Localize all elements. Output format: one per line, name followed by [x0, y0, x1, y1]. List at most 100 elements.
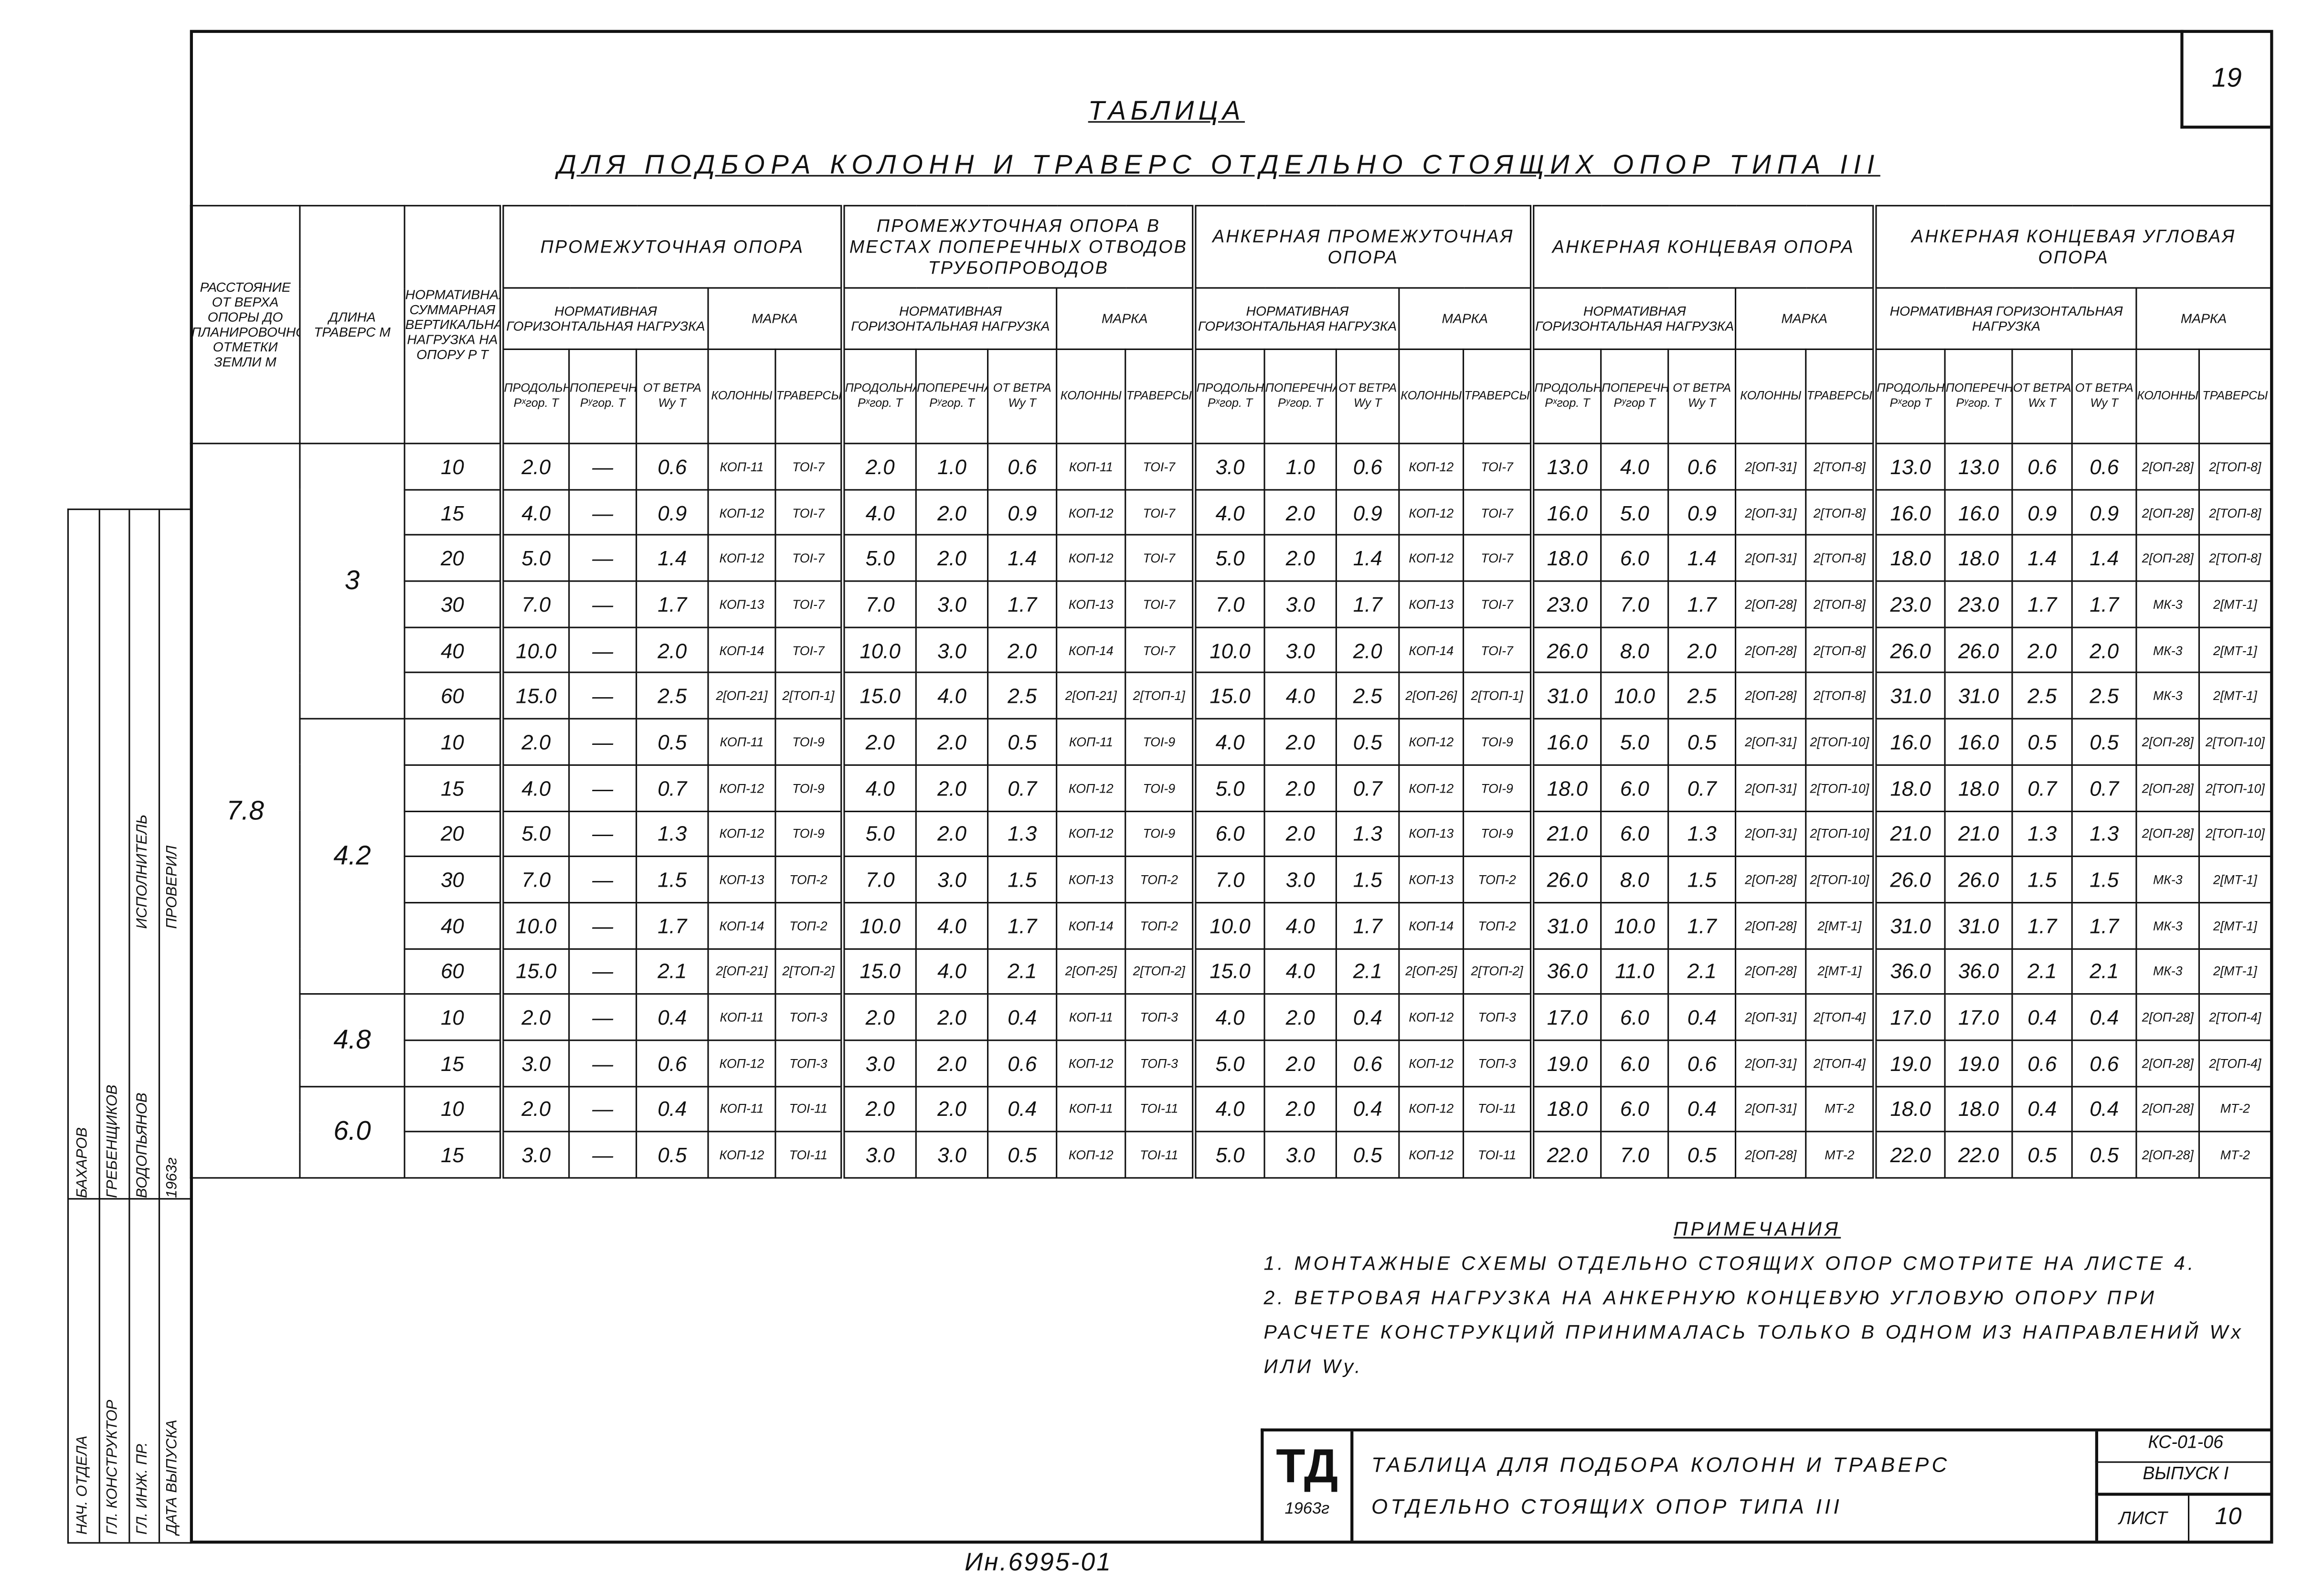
column-title: ОТ ВЕТРА Wy Т — [987, 348, 1058, 445]
cell: 6.0 — [1600, 810, 1669, 858]
cell: 16.0 — [1872, 488, 1946, 536]
cell: 31.0 — [1872, 901, 1946, 949]
stamp-role: ГЛ. ИНЖ. ПР. — [134, 1442, 151, 1535]
cell: 0.9 — [2011, 488, 2073, 536]
cell: ТОI-9 — [1125, 810, 1195, 858]
cell: 5.0 — [840, 810, 917, 858]
cell: ТОI-7 — [1125, 580, 1195, 628]
subtitle: ДЛЯ ПОДБОРА КОЛОНН И ТРАВЕРС ОТДЕЛЬНО СТ… — [557, 149, 1880, 180]
cell: 2.0 — [840, 718, 917, 766]
cell: 30 — [403, 580, 503, 628]
table-row: 60 15.0—2.1 2[ОП-21] 2[ТОП-2] 15.0 4.0 2.1 2[ОП… — [191, 947, 2272, 995]
cell: 2.0 — [1335, 626, 1400, 674]
cell: 2[ТОП-2] — [1463, 947, 1533, 995]
cell: 2.5 — [636, 672, 709, 720]
group-title: АНКЕРНАЯ КОНЦЕВАЯ ОПОРА — [1530, 205, 1876, 289]
cell: КОП-12 — [1398, 993, 1464, 1041]
cell: 2[ТОП-10] — [1805, 810, 1876, 858]
column-title: ПРОДОЛЬНАЯ Pˣгор. Т — [1530, 348, 1602, 445]
cell: — — [568, 1039, 637, 1087]
cell: 0.6 — [636, 1039, 709, 1087]
cell: 0.6 — [987, 443, 1058, 490]
cell: 0.4 — [2071, 1085, 2137, 1133]
cell: 1.7 — [636, 901, 709, 949]
cell: 3.0 — [1192, 443, 1265, 490]
cell: 2[ТОП-8] — [1805, 488, 1876, 536]
cell: 60 — [403, 672, 503, 720]
table-row: 30 7.0—1.5 КОП-13 ТОП-2 7.0 3.0 1.5 КОП-13 ТОП-2… — [191, 856, 2272, 903]
cell: 1.3 — [2071, 810, 2137, 858]
cell: ТОП-3 — [775, 1039, 844, 1087]
cell: 2[ОП-28] — [2135, 1131, 2200, 1179]
cell: 2[ТОП-4] — [1805, 993, 1876, 1041]
cell: 5.0 — [499, 534, 570, 582]
cell: 2.0 — [499, 718, 570, 766]
cell: — — [568, 947, 637, 995]
cell: 7.0 — [499, 580, 570, 628]
cell: 0.6 — [2071, 443, 2137, 490]
cell: 0.6 — [2011, 443, 2073, 490]
cell: 2[ОП-31] — [1735, 810, 1807, 858]
cell: 1.7 — [1335, 580, 1400, 628]
cell: 7.0 — [499, 856, 570, 903]
cell: 19.0 — [1872, 1039, 1946, 1087]
cell: 2[ТОП-10] — [1805, 718, 1876, 766]
cell: ТОI-11 — [1463, 1085, 1533, 1133]
cell: МТ-2 — [2198, 1085, 2272, 1133]
cell: 7.0 — [1192, 580, 1265, 628]
header-cell: РАССТОЯНИЕ ОТ ВЕРХА ОПОРЫ ДО ПЛАНИРОВОЧН… — [190, 205, 301, 445]
cell: МК-3 — [2135, 626, 2200, 674]
cell: 19.0 — [1530, 1039, 1602, 1087]
cell: ТОI-7 — [1463, 534, 1533, 582]
cell: 0.4 — [987, 993, 1058, 1041]
header-row: РАССТОЯНИЕ ОТ ВЕРХА ОПОРЫ ДО ПЛАНИРОВОЧН… — [190, 205, 2272, 445]
cell: 1.7 — [987, 901, 1058, 949]
cell: 0.5 — [1667, 718, 1737, 766]
cell: 1.5 — [2011, 856, 2073, 903]
cell: 21.0 — [1872, 810, 1946, 858]
stamp-line — [158, 510, 160, 1542]
cell: 2[ОП-28] — [1735, 856, 1807, 903]
cell: 0.4 — [636, 1085, 709, 1133]
approval-stamp: НАЧ. ОТДЕЛА БАХАРОВ ГЛ. КОНСТРУКТОР ГРЕБЕНЩ… — [67, 509, 191, 1544]
cell: ТОI-7 — [1125, 534, 1195, 582]
stamp-name: БАХАРОВ — [74, 1127, 92, 1198]
cell: 4.0 — [840, 488, 917, 536]
logo-year: 1963г — [1284, 1500, 1330, 1518]
cell: 2.0 — [1263, 1039, 1337, 1087]
cell: 18.0 — [1872, 534, 1946, 582]
cell: 2[МТ-1] — [2198, 672, 2272, 720]
column-title: ОТ ВЕТРА Wy Т — [636, 348, 709, 445]
cell: 5.0 — [1600, 488, 1669, 536]
cell: 5.0 — [1192, 1131, 1265, 1179]
cell: 21.0 — [1944, 810, 2013, 858]
cell: МК-3 — [2135, 901, 2200, 949]
cell: 0.7 — [1667, 764, 1737, 812]
cell: 4.0 — [1192, 993, 1265, 1041]
cell: 2[ОП-21] — [707, 947, 776, 995]
cell: 2.0 — [840, 1085, 917, 1133]
cell: 2[ОП-28] — [2135, 488, 2200, 536]
cell: 2.5 — [1667, 672, 1737, 720]
cell: КОП-12 — [1398, 1131, 1464, 1179]
cell: 2[МТ-1] — [1805, 901, 1876, 949]
cell: КОП-12 — [1398, 534, 1464, 582]
cell: КОП-14 — [1398, 626, 1464, 674]
cell: 1.3 — [2011, 810, 2073, 858]
cell: 2[ОП-31] — [1735, 488, 1807, 536]
cell: 31.0 — [1530, 901, 1602, 949]
cell: 5.0 — [1192, 534, 1265, 582]
stamp-line — [98, 510, 100, 1542]
cell: 17.0 — [1530, 993, 1602, 1041]
cell: ТОI-9 — [1463, 764, 1533, 812]
title-block: ТД 1963г ТАБЛИЦА ДЛЯ ПОДБОРА КОЛОНН И ТР… — [1261, 1428, 2273, 1541]
cell: КОП-14 — [1056, 626, 1126, 674]
cell: 26.0 — [1530, 626, 1602, 674]
table-header: РАССТОЯНИЕ ОТ ВЕРХА ОПОРЫ ДО ПЛАНИРОВОЧН… — [190, 205, 2272, 445]
column-title: ПОПЕРЕЧНАЯ Pʸгор. Т — [1263, 348, 1337, 445]
table-row: 60 15.0—2.5 2[ОП-21] 2[ТОП-1] 15.0 4.0 2.5 2[ОП… — [191, 672, 2272, 720]
table-row: 20 5.0—1.3 КОП-12 ТОI-9 5.0 2.0 1.3 КОП-12 ТОI-9… — [191, 810, 2272, 858]
cell: МТ-2 — [1805, 1085, 1876, 1133]
cell: 4.0 — [840, 764, 917, 812]
cell: 6.0 — [1600, 993, 1669, 1041]
